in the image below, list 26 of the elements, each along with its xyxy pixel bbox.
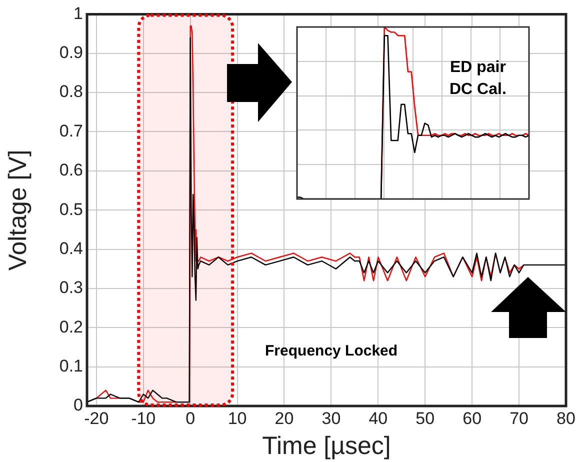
y-tick-label: 0.7	[59, 121, 83, 140]
y-axis-title: Voltage [V]	[4, 150, 32, 271]
y-tick-label: 0.8	[59, 82, 83, 102]
y-tick-label: 0.1	[59, 356, 83, 376]
x-axis-title: Time [µsec]	[262, 432, 391, 460]
x-tick-label: -10	[131, 408, 156, 428]
x-tick-label: 20	[274, 408, 294, 428]
y-tick-label: 0	[74, 396, 83, 415]
x-tick-label: 50	[416, 408, 435, 428]
annotation: ED pair DC Cal.	[450, 59, 506, 98]
y-tick-label: 0.3	[59, 278, 83, 298]
y-tick-label: 1	[74, 4, 83, 23]
x-tick-label: 0	[186, 408, 196, 428]
x-tick-label: 80	[556, 408, 576, 428]
x-tick-label: 10	[228, 408, 247, 428]
y-tick-label: 0.2	[59, 317, 83, 336]
x-tick-label: 30	[322, 408, 341, 428]
y-tick-label: 0.9	[59, 43, 83, 62]
y-tick-label: 0.6	[59, 160, 83, 180]
x-tick-label: 70	[510, 408, 528, 428]
x-tick-label: 40	[368, 408, 388, 428]
annotation: Frequency Locked	[265, 342, 398, 360]
x-tick-label: -20	[84, 408, 109, 428]
x-tick-label: 60	[462, 408, 482, 428]
y-tick-label: 0.5	[59, 200, 83, 219]
y-tick-label: 0.4	[59, 238, 83, 258]
